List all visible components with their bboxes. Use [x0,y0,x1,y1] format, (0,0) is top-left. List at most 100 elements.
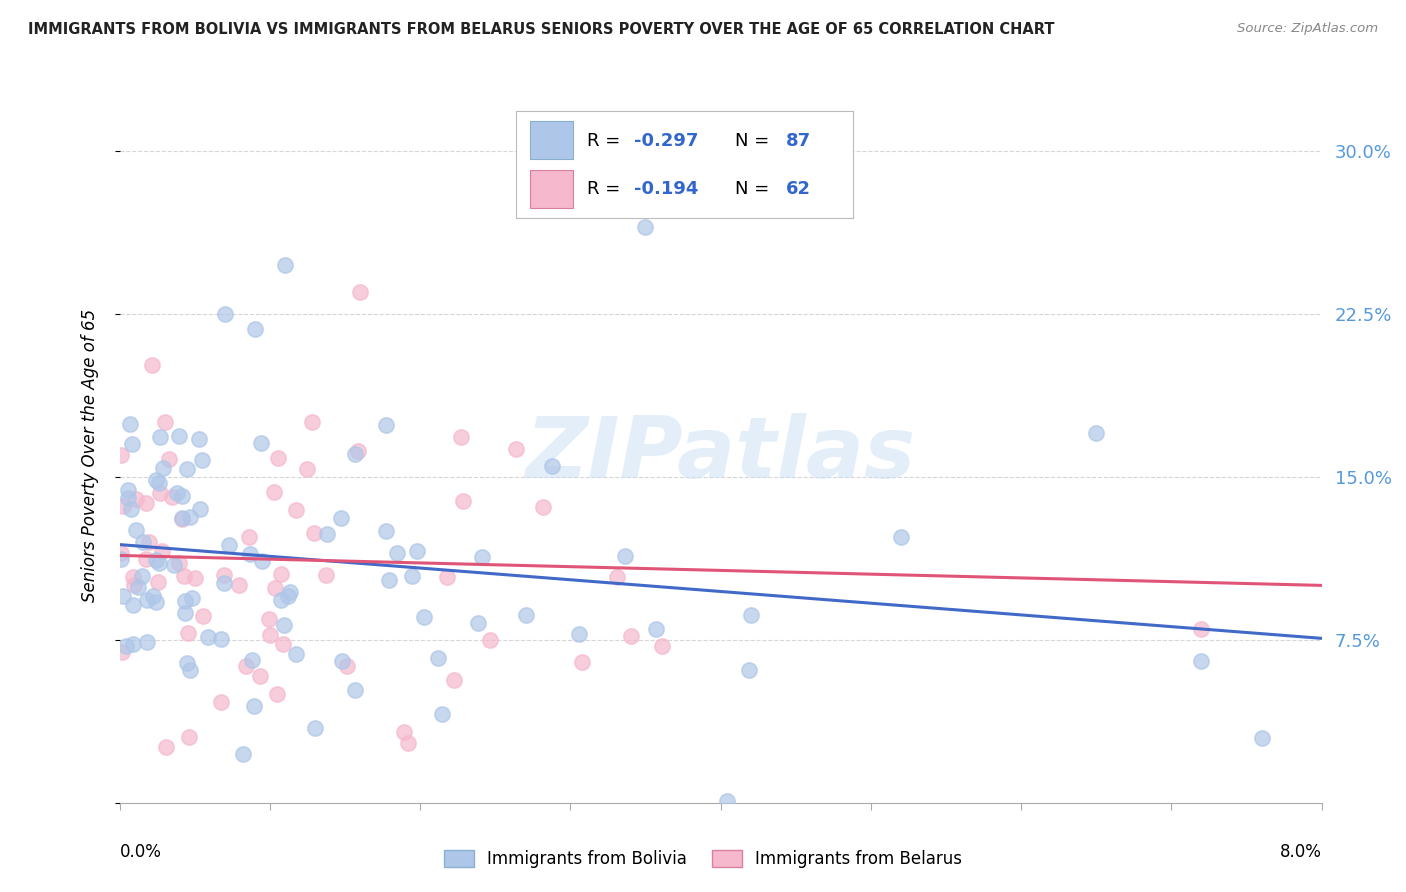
Point [121,570,143,584]
Point [263,485,285,500]
Point [117,483,139,497]
Point [619,629,641,643]
Point [329,510,352,524]
Point [330,654,353,668]
Point [110,551,132,566]
Point [124,578,146,592]
Point [270,593,292,607]
Point [150,543,173,558]
Point [644,622,666,636]
Point [716,794,738,808]
Point [197,630,219,644]
Point [148,475,170,490]
Point [267,450,290,465]
Point [127,580,149,594]
Point [117,491,139,506]
Point [146,575,169,590]
Text: ZIPatlas: ZIPatlas [526,413,915,497]
Point [179,663,201,677]
Point [167,556,190,570]
Point [1189,622,1212,636]
Point [110,448,132,462]
Point [240,653,263,667]
Point [392,725,415,739]
Point [426,650,449,665]
Point [212,575,235,590]
Point [170,489,193,503]
Point [471,550,494,565]
Point [436,569,458,583]
Point [377,574,399,588]
Point [112,589,135,603]
Point [131,568,153,582]
Point [568,627,591,641]
Point [264,581,287,595]
Point [301,416,323,430]
Point [188,502,211,516]
Point [249,669,271,683]
Point [132,534,155,549]
Point [606,570,628,584]
Point [170,512,193,526]
Point [174,607,197,621]
Point [149,486,172,500]
Point [1085,426,1108,441]
Point [1250,731,1272,745]
Point [430,707,453,722]
Point [406,544,429,558]
Point [181,591,204,605]
Point [152,460,174,475]
Point [315,568,337,582]
Point [148,556,170,570]
Point [153,415,176,429]
Point [176,656,198,670]
Point [533,500,555,514]
Point [271,637,294,651]
Point [232,747,254,761]
Point [145,553,167,567]
Text: 0.0%: 0.0% [120,843,162,861]
Point [122,599,145,613]
Point [238,530,260,544]
Point [250,554,273,568]
Point [218,537,240,551]
Point [138,535,160,549]
Text: 8.0%: 8.0% [1279,843,1322,861]
Point [142,589,165,603]
Point [396,736,419,750]
Point [121,437,143,451]
Point [375,417,398,432]
Point [343,682,366,697]
Point [316,527,339,541]
Point [124,492,146,507]
Point [162,558,184,573]
Point [235,658,257,673]
Point [344,446,367,460]
Point [110,546,132,560]
Point [135,496,157,510]
Point [401,568,423,582]
Point [515,608,537,623]
Point [336,659,359,673]
Point [214,567,236,582]
Point [167,428,190,442]
Point [346,443,368,458]
Point [135,552,157,566]
Point [149,430,172,444]
Point [259,612,281,626]
Legend: Immigrants from Bolivia, Immigrants from Belarus: Immigrants from Bolivia, Immigrants from… [437,843,969,875]
Point [141,358,163,372]
Point [243,322,266,336]
Point [541,458,564,473]
Text: IMMIGRANTS FROM BOLIVIA VS IMMIGRANTS FROM BELARUS SENIORS POVERTY OVER THE AGE : IMMIGRANTS FROM BOLIVIA VS IMMIGRANTS FR… [28,22,1054,37]
Point [209,695,232,709]
Point [157,452,180,467]
Point [179,509,201,524]
Point [614,549,637,563]
Point [214,307,236,321]
Point [443,673,465,687]
Point [166,486,188,500]
Point [170,511,193,525]
Point [890,530,912,544]
Point [191,453,214,467]
